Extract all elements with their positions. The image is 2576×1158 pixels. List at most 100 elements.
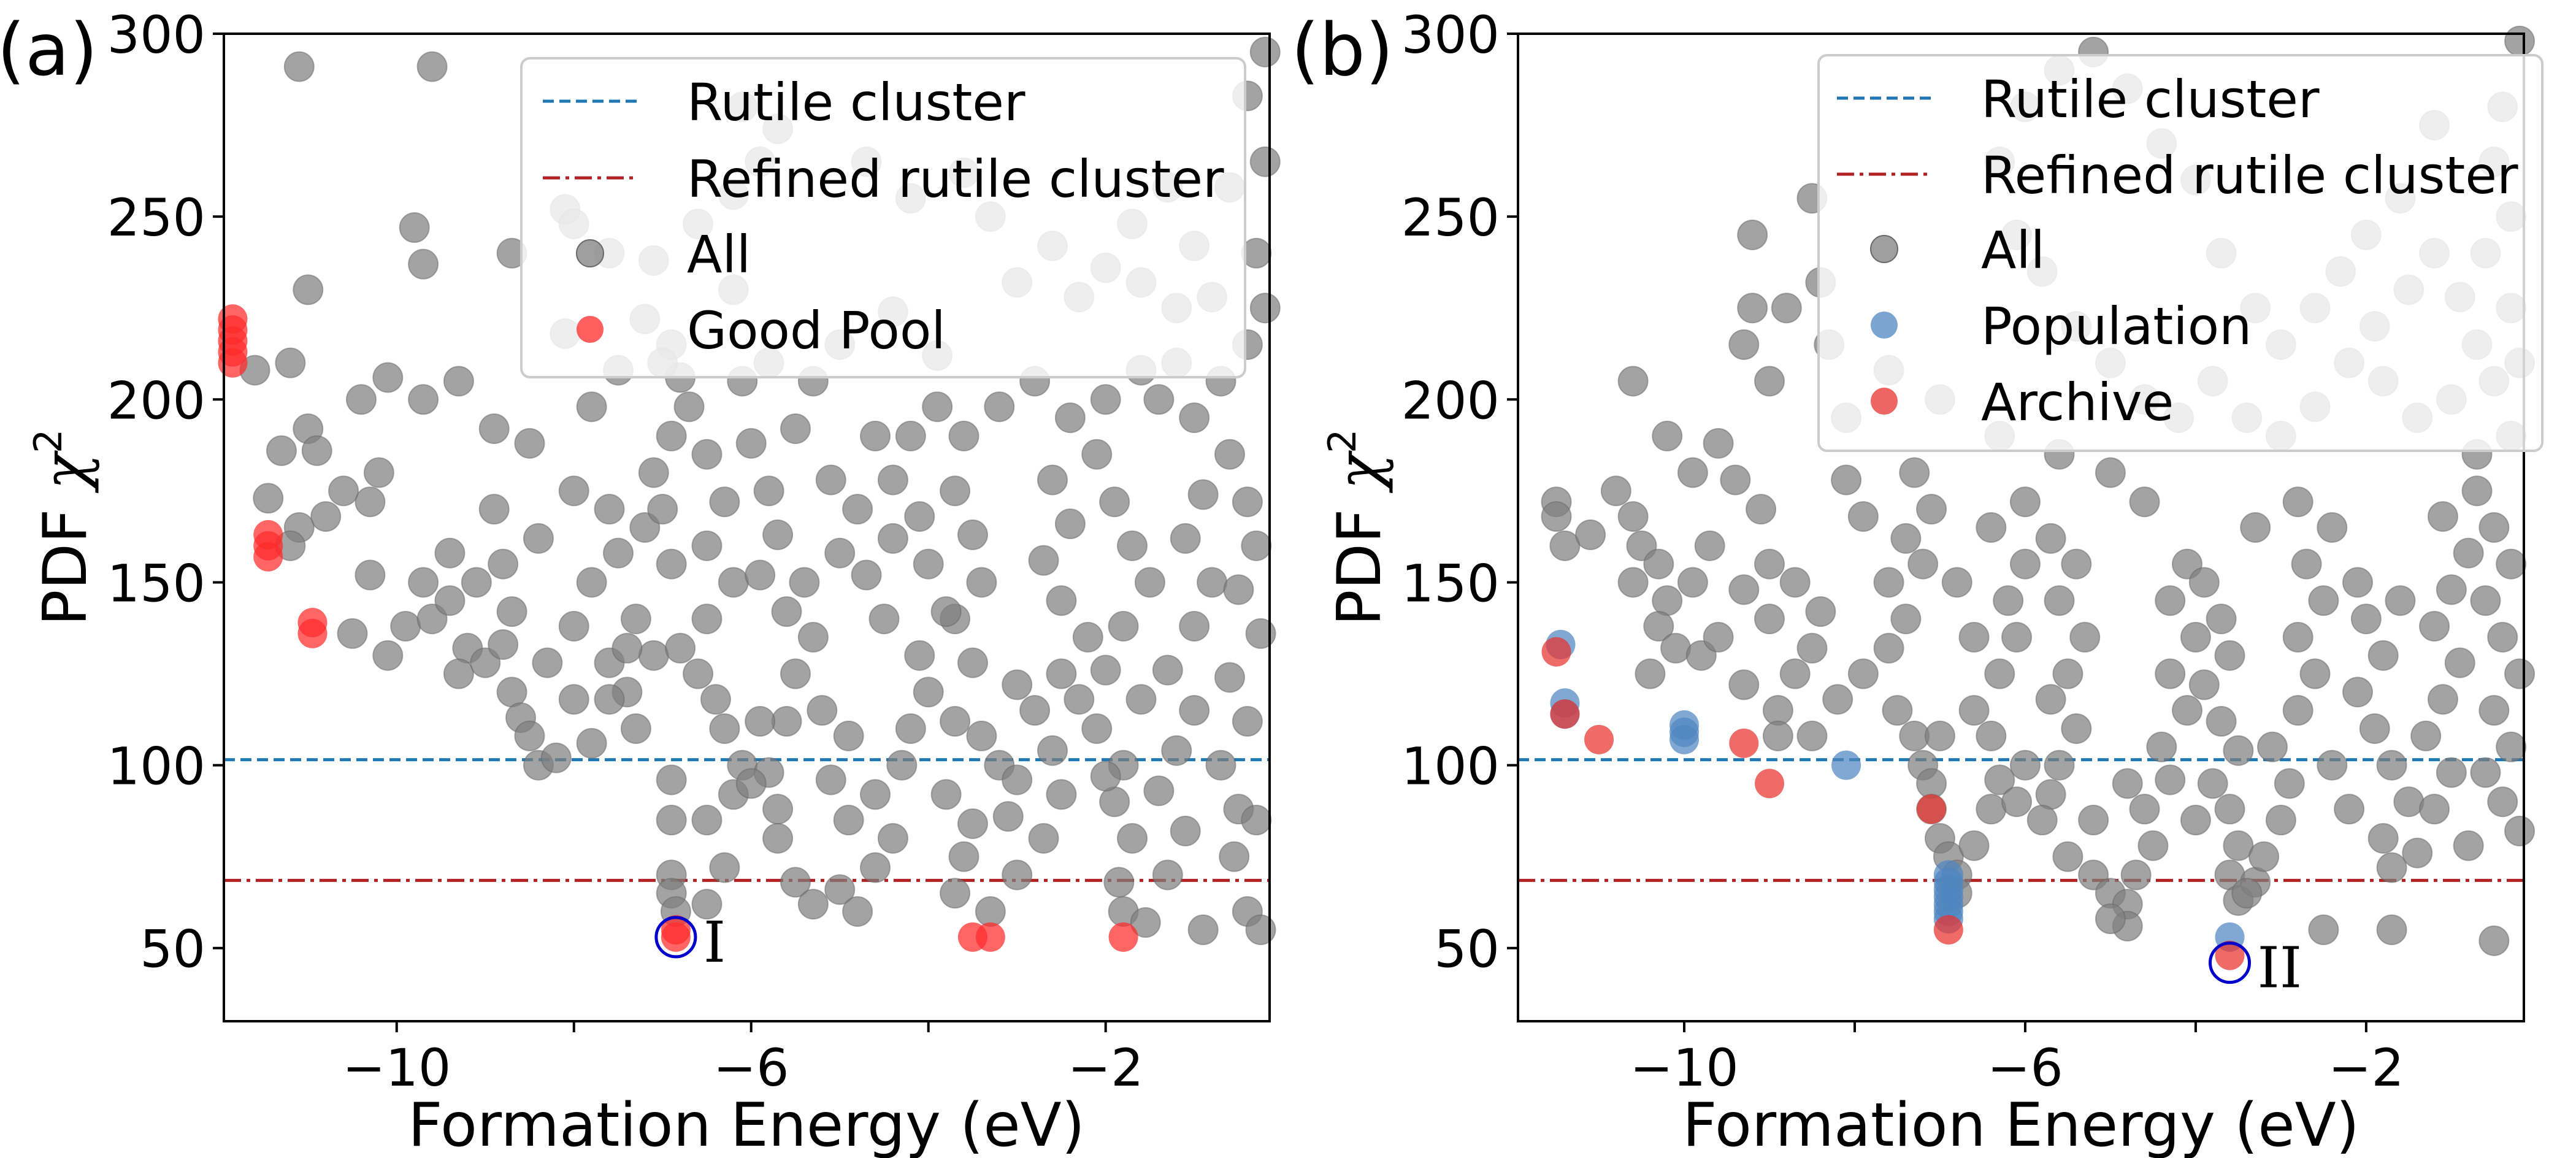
all-point bbox=[2282, 621, 2313, 653]
all-point bbox=[2478, 695, 2510, 726]
all-point bbox=[1847, 501, 1879, 532]
all-point bbox=[824, 537, 856, 569]
all-point bbox=[2061, 548, 2092, 580]
all-point bbox=[691, 805, 723, 836]
all-point bbox=[2061, 713, 2092, 744]
all-point bbox=[1054, 402, 1086, 434]
all-point bbox=[957, 647, 988, 678]
all-point bbox=[2206, 706, 2237, 737]
highlight-marker-circle bbox=[654, 916, 697, 959]
all-point bbox=[372, 640, 404, 671]
all-point bbox=[1754, 366, 1785, 397]
all-point bbox=[895, 420, 926, 451]
all-point bbox=[904, 640, 935, 671]
all-point bbox=[2035, 684, 2066, 715]
all-point bbox=[1754, 548, 1785, 580]
all-point bbox=[789, 567, 820, 598]
all-point bbox=[2376, 750, 2407, 781]
all-point bbox=[2393, 786, 2425, 818]
all-point bbox=[815, 464, 846, 496]
all-point bbox=[745, 559, 776, 591]
all-point bbox=[2112, 768, 2143, 799]
all-point bbox=[1241, 530, 1272, 561]
all-point bbox=[390, 611, 421, 642]
all-point bbox=[2444, 647, 2475, 678]
panel-b-x-axis-label: Formation Energy (eV) bbox=[1682, 1091, 2359, 1158]
all-point bbox=[1170, 815, 1201, 846]
series-good-pool bbox=[218, 304, 1138, 952]
all-point bbox=[478, 494, 510, 525]
all-point bbox=[355, 559, 386, 591]
all-point bbox=[1617, 567, 1649, 598]
all-point bbox=[1873, 567, 1904, 598]
panel-a-legend: Rutile cluster Refined rutile cluster Al… bbox=[520, 57, 1246, 378]
all-point bbox=[1232, 486, 1263, 518]
all-point bbox=[1643, 611, 1674, 642]
all-point bbox=[496, 596, 527, 627]
all-point bbox=[877, 822, 908, 854]
all-point bbox=[2350, 604, 2382, 635]
all-point bbox=[665, 632, 696, 664]
all-point bbox=[780, 867, 811, 898]
all-point bbox=[1028, 545, 1059, 576]
all-point bbox=[797, 889, 829, 920]
all-point bbox=[1179, 611, 1210, 642]
all-point bbox=[1805, 596, 1836, 627]
all-point bbox=[1081, 713, 1113, 744]
all-point bbox=[1179, 695, 1210, 726]
all-point bbox=[576, 727, 607, 759]
panel-b-legend-refined-label: Refined rutile cluster bbox=[1981, 145, 2518, 205]
all-point bbox=[2257, 731, 2288, 762]
all-point bbox=[2035, 779, 2066, 810]
panel-b-y-axis-label: PDF χ2 bbox=[1320, 429, 1395, 626]
all-point bbox=[2129, 794, 2160, 825]
all-point bbox=[1090, 384, 1121, 415]
all-point bbox=[1037, 735, 1068, 766]
panel-a-legend-box bbox=[520, 57, 1246, 378]
all-point bbox=[1249, 146, 1281, 177]
all-point bbox=[275, 347, 306, 378]
all-point bbox=[2367, 822, 2399, 854]
all-point bbox=[922, 391, 953, 423]
archive-point bbox=[1917, 794, 1947, 824]
all-point bbox=[2197, 768, 2228, 799]
population-point bbox=[1669, 724, 1700, 754]
all-point bbox=[1652, 420, 1683, 451]
all-point bbox=[1737, 293, 1768, 324]
panel-b-legend-archive-label: Archive bbox=[1981, 372, 2174, 432]
all-point bbox=[1197, 567, 1228, 598]
all-point bbox=[2478, 925, 2510, 956]
y-tick-label: 250 bbox=[107, 188, 205, 248]
all-point bbox=[2419, 794, 2450, 825]
all-point bbox=[691, 439, 723, 470]
all-point bbox=[1046, 779, 1077, 810]
y-tick-label: 250 bbox=[1401, 188, 1500, 248]
all-point bbox=[1822, 684, 1853, 715]
all-point bbox=[1958, 621, 1990, 653]
all-point bbox=[1249, 293, 1281, 324]
all-point bbox=[2317, 750, 2348, 781]
all-point bbox=[2146, 731, 2177, 762]
all-point bbox=[2299, 658, 2331, 689]
all-point bbox=[2155, 658, 2186, 689]
x-tick-label: −2 bbox=[1068, 1038, 1144, 1098]
all-point bbox=[948, 420, 979, 451]
all-point bbox=[443, 658, 474, 689]
panel-a-axes: 50 100 150 200 250 300 −10 −6 −2 bbox=[107, 5, 1144, 1098]
panel-a-y-axis-label-sup: 2 bbox=[26, 429, 71, 453]
all-point bbox=[656, 805, 687, 836]
all-point bbox=[1984, 658, 2015, 689]
panel-b-legend-box bbox=[1817, 54, 2543, 452]
all-point bbox=[2461, 475, 2493, 507]
all-point bbox=[1958, 830, 1990, 861]
all-point bbox=[2044, 750, 2075, 781]
all-point bbox=[532, 647, 563, 678]
all-point bbox=[1600, 475, 1631, 507]
all-point bbox=[656, 420, 687, 451]
all-point bbox=[2035, 523, 2066, 554]
all-point bbox=[2052, 658, 2083, 689]
panel-a-y-axis-label-symbol: χ bbox=[31, 450, 101, 493]
all-point bbox=[975, 896, 1006, 927]
all-point bbox=[2095, 457, 2126, 488]
all-point bbox=[709, 713, 740, 744]
